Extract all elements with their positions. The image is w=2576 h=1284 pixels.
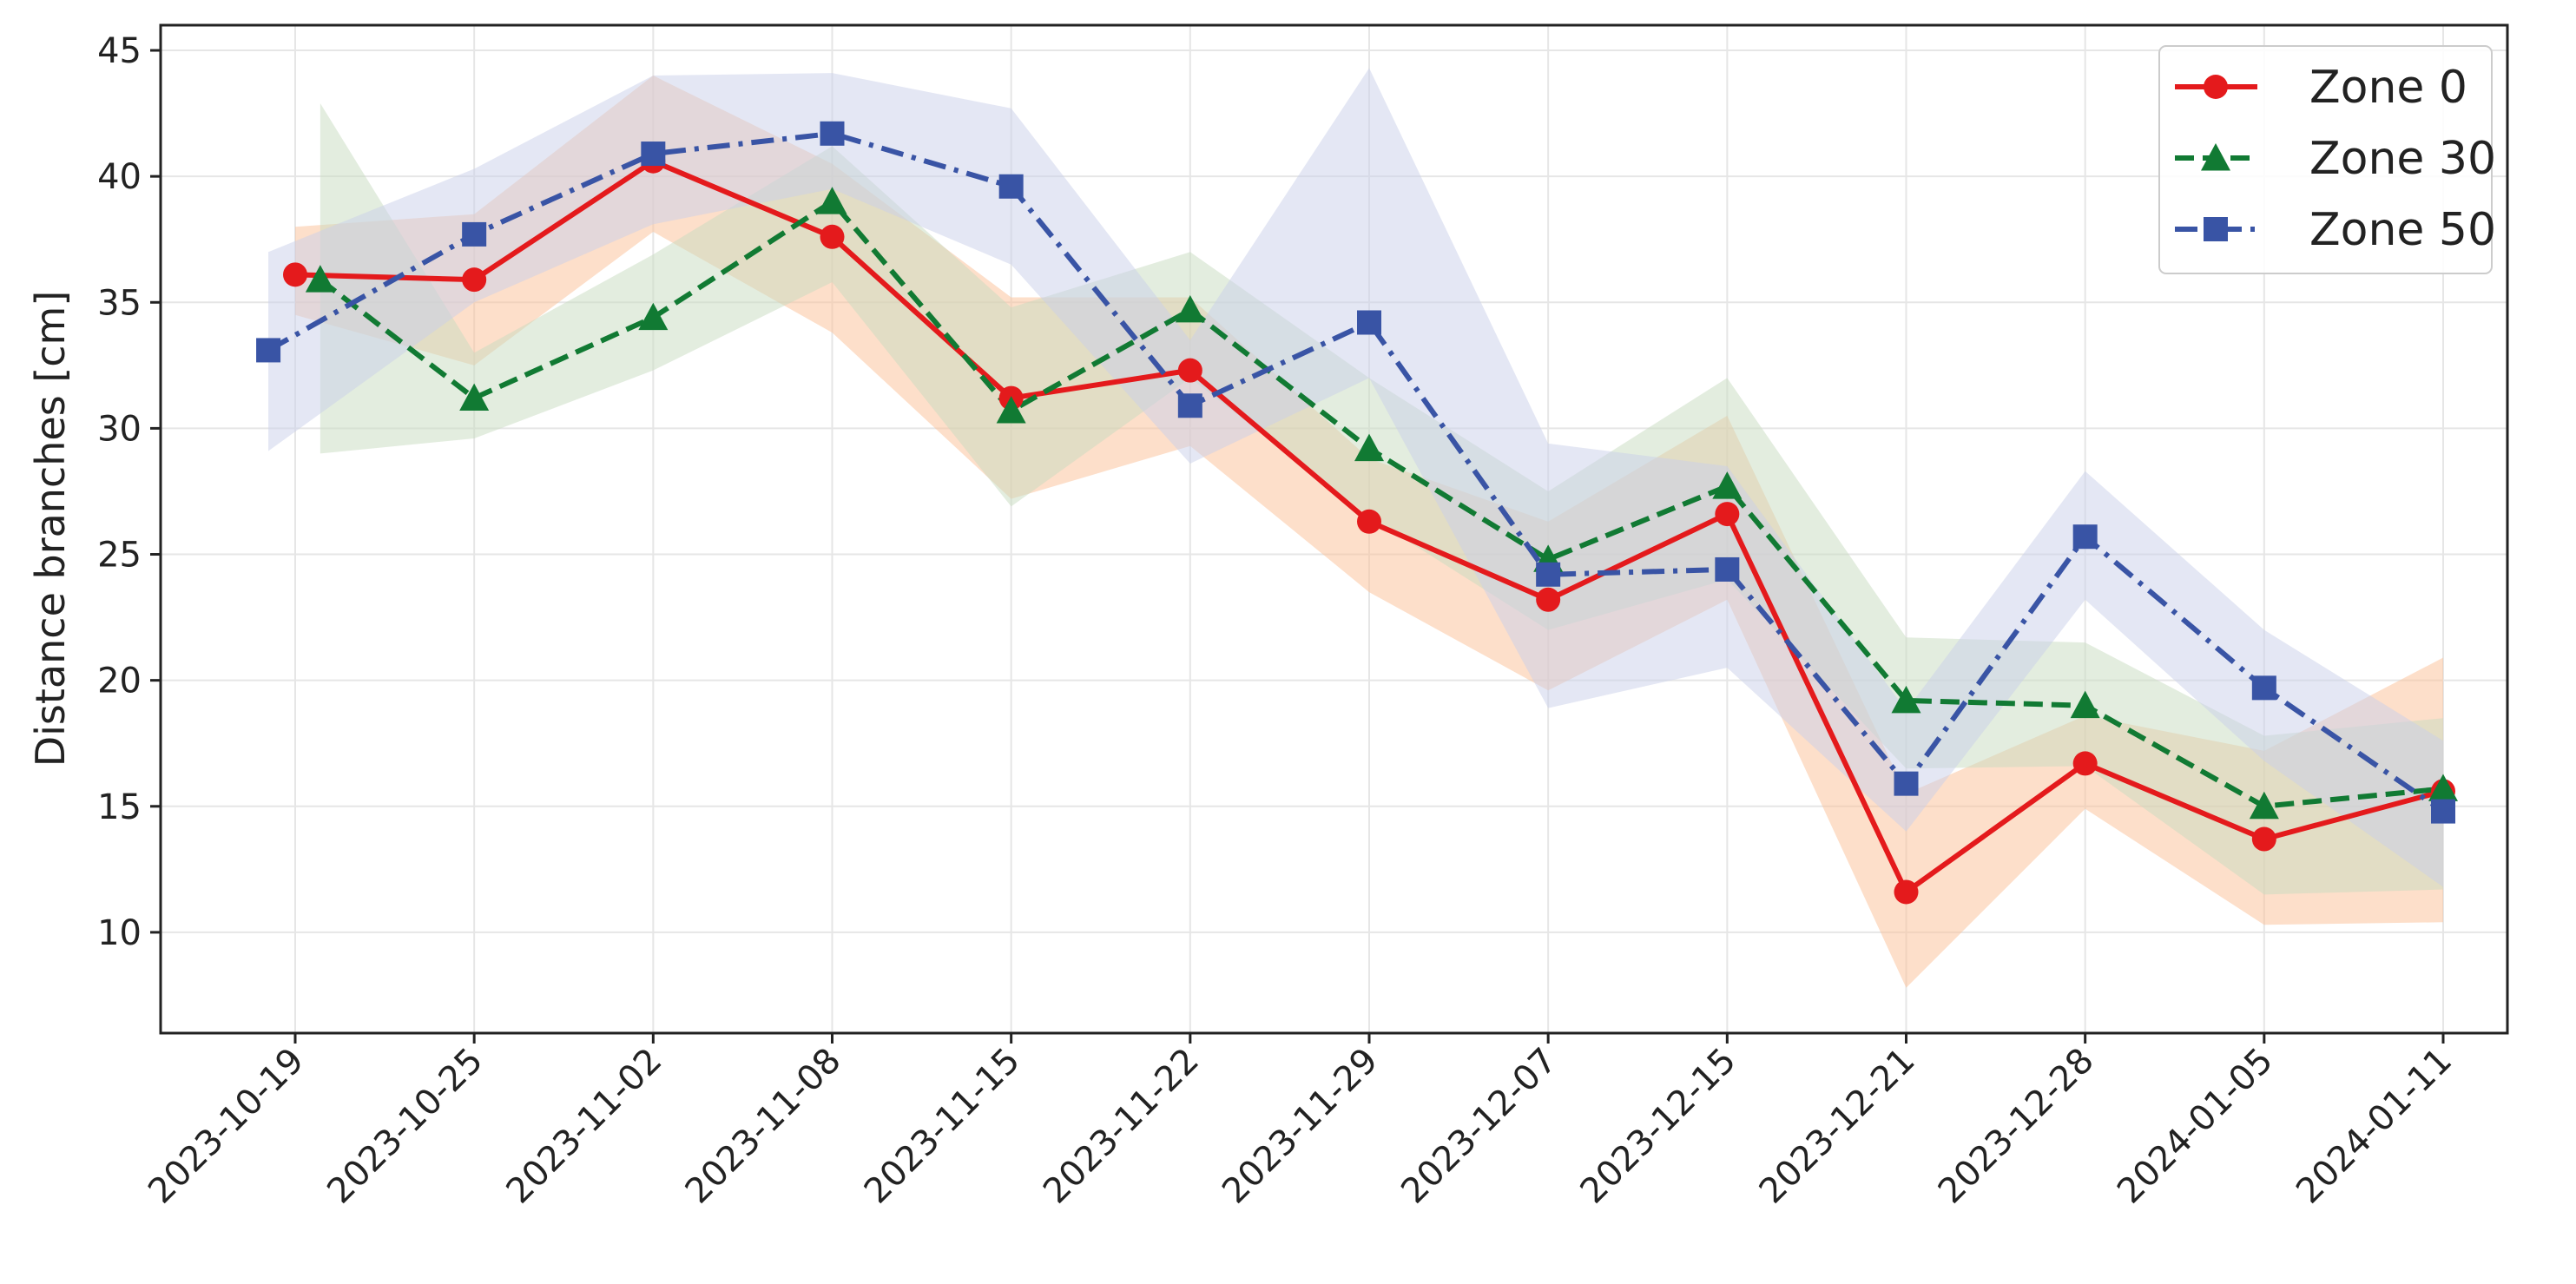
data-point	[996, 396, 1026, 424]
data-point	[256, 338, 281, 363]
data-point	[283, 262, 307, 287]
x-tick-label: 2023-12-15	[1572, 1041, 1743, 1212]
legend-marker	[2204, 217, 2228, 241]
data-point	[2072, 524, 2098, 550]
data-point	[2431, 799, 2455, 824]
legend: Zone 0 Zone 30 Zone 50	[2158, 45, 2496, 274]
y-tick-label: 40	[97, 157, 142, 197]
y-axis-ticks: 10 15 20 25 30 35 40 45	[97, 31, 161, 953]
data-point	[462, 267, 487, 293]
data-point	[2070, 690, 2100, 719]
legend-marker	[2204, 75, 2228, 99]
axes	[159, 23, 2509, 1035]
data-point	[998, 174, 1024, 199]
data-point	[1715, 556, 1740, 582]
data-point	[462, 221, 487, 247]
x-tick-label: 2023-10-25	[320, 1041, 491, 1212]
data-point	[1357, 310, 1381, 335]
confidence-bands	[268, 68, 2444, 988]
legend-label: Zone 0	[2309, 62, 2467, 114]
data-point	[1715, 502, 1740, 527]
y-axis-label: Distance branches [cm]	[27, 291, 74, 767]
legend-label: Zone 30	[2309, 133, 2496, 185]
data-point	[2072, 751, 2098, 776]
x-tick-label: 2023-11-02	[498, 1041, 669, 1212]
data-point	[2251, 675, 2276, 701]
data-point	[459, 383, 490, 412]
x-tick-label: 2023-11-15	[857, 1041, 1028, 1212]
data-point	[1357, 509, 1381, 534]
data-point	[2249, 791, 2279, 820]
data-point	[820, 224, 845, 249]
data-point	[820, 121, 845, 146]
legend-frame	[2158, 45, 2493, 274]
x-tick-label: 2023-11-29	[1215, 1041, 1386, 1212]
y-tick-label: 20	[97, 662, 142, 701]
x-tick-label: 2023-12-28	[1931, 1041, 2102, 1212]
x-axis-ticks: 2023-10-19 2023-10-25 2023-11-02 2023-11-08…	[141, 1033, 2460, 1211]
x-tick-label: 2023-11-22	[1036, 1041, 1207, 1212]
data-point	[1177, 393, 1202, 418]
legend-marker	[2201, 143, 2230, 171]
data-point	[1894, 771, 1919, 796]
x-tick-label: 2023-12-21	[1752, 1041, 1923, 1212]
data-point	[2428, 774, 2458, 801]
data-point	[1536, 587, 1561, 612]
x-tick-label: 2023-11-08	[678, 1041, 849, 1212]
band-zone-30	[320, 102, 2444, 895]
data-point	[1712, 471, 1743, 499]
plot-frame	[159, 23, 2509, 1035]
data-point	[1354, 433, 1384, 462]
data-point	[2251, 826, 2276, 852]
y-tick-label: 15	[97, 787, 142, 827]
data-point	[1175, 294, 1205, 323]
y-tick-label: 45	[97, 31, 142, 71]
x-tick-label: 2023-10-19	[141, 1041, 312, 1212]
y-tick-label: 30	[97, 409, 142, 449]
data-point	[1891, 685, 1921, 714]
data-point	[305, 265, 335, 293]
y-tick-label: 35	[97, 283, 142, 323]
band-zone-50	[268, 68, 2444, 887]
x-tick-label: 2024-01-11	[2289, 1041, 2460, 1212]
series-markers	[256, 121, 2458, 905]
data-point	[638, 302, 669, 331]
y-tick-label: 25	[97, 536, 142, 576]
data-point	[1177, 358, 1202, 383]
data-point	[1536, 562, 1561, 587]
data-point	[817, 187, 847, 214]
legend-label: Zone 50	[2309, 204, 2496, 256]
y-tick-label: 10	[97, 913, 142, 953]
data-point	[1894, 879, 1919, 905]
data-point	[641, 142, 666, 167]
x-tick-label: 2024-01-05	[2110, 1041, 2281, 1212]
x-tick-label: 2023-12-07	[1393, 1041, 1565, 1212]
